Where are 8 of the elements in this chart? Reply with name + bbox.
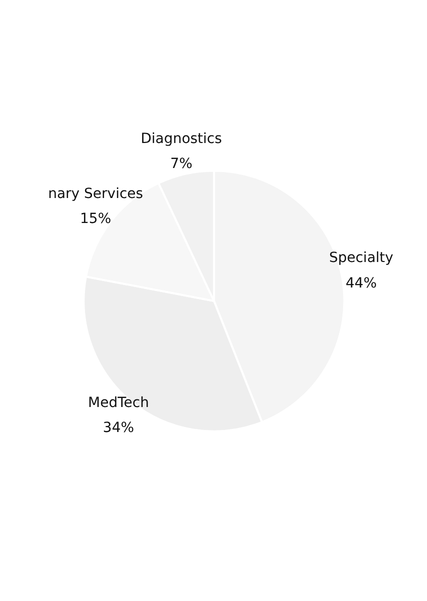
- data-label: 15%: [80, 211, 112, 228]
- slice-label: Specialty: [329, 250, 394, 266]
- slice-label: MedTech: [88, 394, 149, 411]
- data-label: 44%: [346, 275, 377, 292]
- slice-label: Diagnostics: [140, 131, 222, 148]
- slice-label: nary Services: [48, 186, 144, 202]
- data-label: 7%: [170, 156, 192, 172]
- data-label: 34%: [102, 420, 134, 436]
